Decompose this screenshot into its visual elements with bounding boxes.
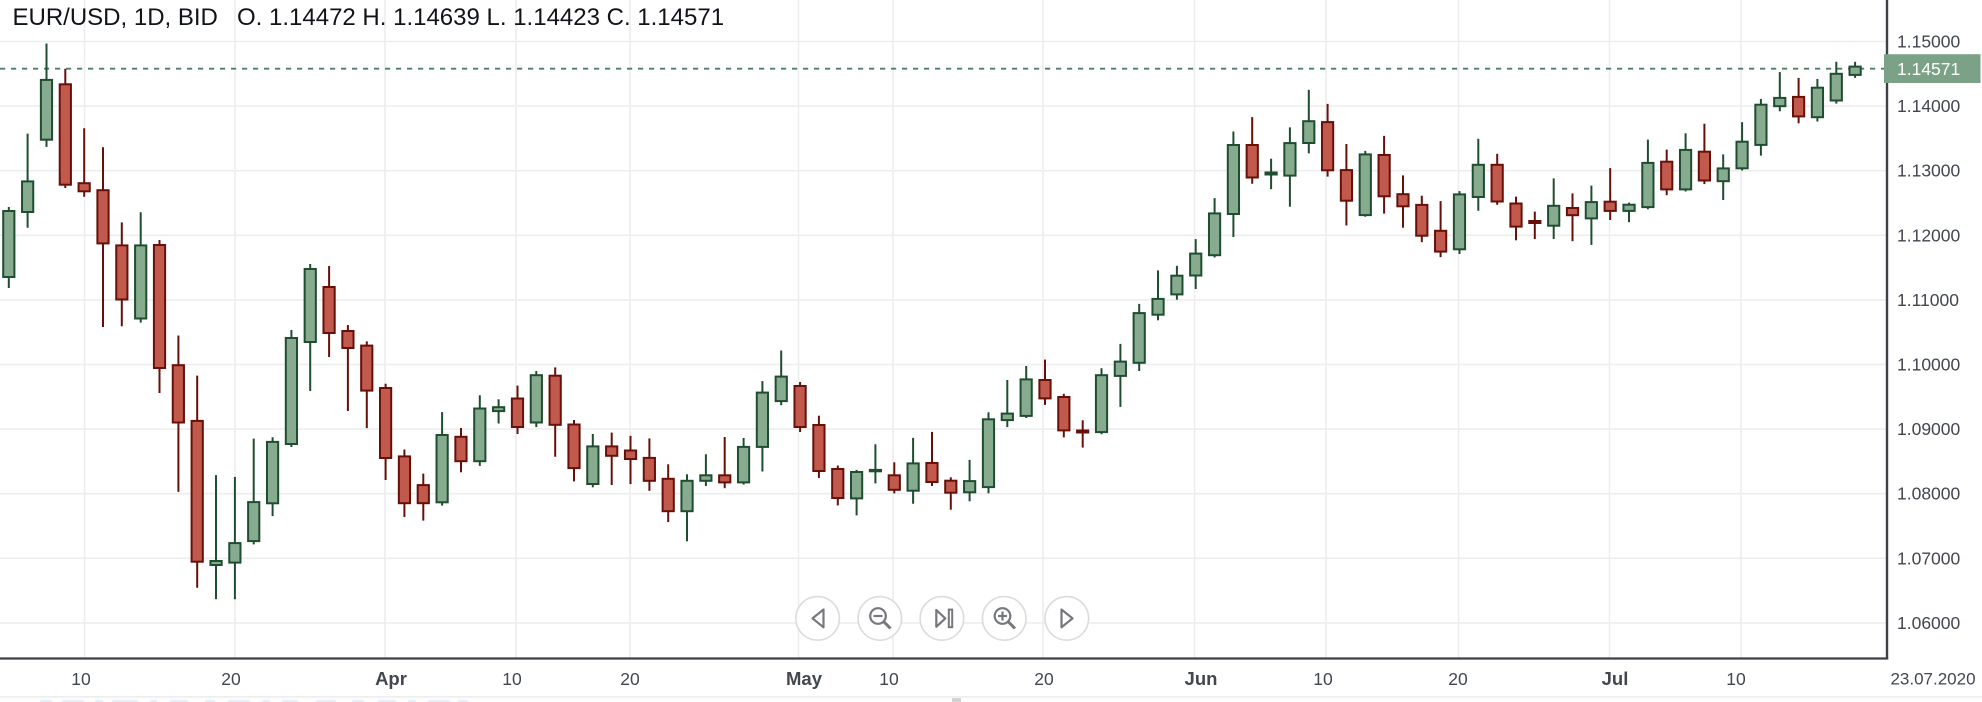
svg-text:23.07.2020: 23.07.2020 [1890,670,1975,689]
svg-text:10: 10 [71,669,91,689]
svg-text:1.11000: 1.11000 [1897,290,1959,310]
svg-text:20: 20 [1448,669,1468,689]
svg-text:1.14571: 1.14571 [1897,59,1960,79]
svg-text:1.14000: 1.14000 [1897,96,1961,116]
svg-text:O. 1.14472 H. 1.14639 L. 1.144: O. 1.14472 H. 1.14639 L. 1.14423 C. 1.14… [237,4,724,31]
svg-text:10: 10 [1313,669,1333,689]
svg-text:May: May [786,668,823,689]
svg-text:1.15000: 1.15000 [1897,32,1961,52]
svg-text:1.08000: 1.08000 [1897,484,1961,504]
svg-text:1.09000: 1.09000 [1897,419,1961,439]
svg-text:1.12000: 1.12000 [1897,225,1961,245]
svg-text:1.13000: 1.13000 [1897,161,1961,181]
svg-text:1.06000: 1.06000 [1897,613,1961,633]
svg-text:1.10000: 1.10000 [1897,355,1961,375]
svg-text:EUR/USD, 1D, BID: EUR/USD, 1D, BID [13,4,218,31]
svg-text:10: 10 [1726,669,1746,689]
svg-text:Jun: Jun [1185,668,1218,689]
svg-text:20: 20 [1034,669,1054,689]
svg-text:Jul: Jul [1602,668,1629,689]
svg-text:10: 10 [502,669,522,689]
svg-text:10: 10 [879,669,899,689]
svg-text:1.07000: 1.07000 [1897,548,1961,568]
svg-text:20: 20 [620,669,640,689]
svg-text:Apr: Apr [375,668,407,689]
svg-text:20: 20 [221,669,241,689]
